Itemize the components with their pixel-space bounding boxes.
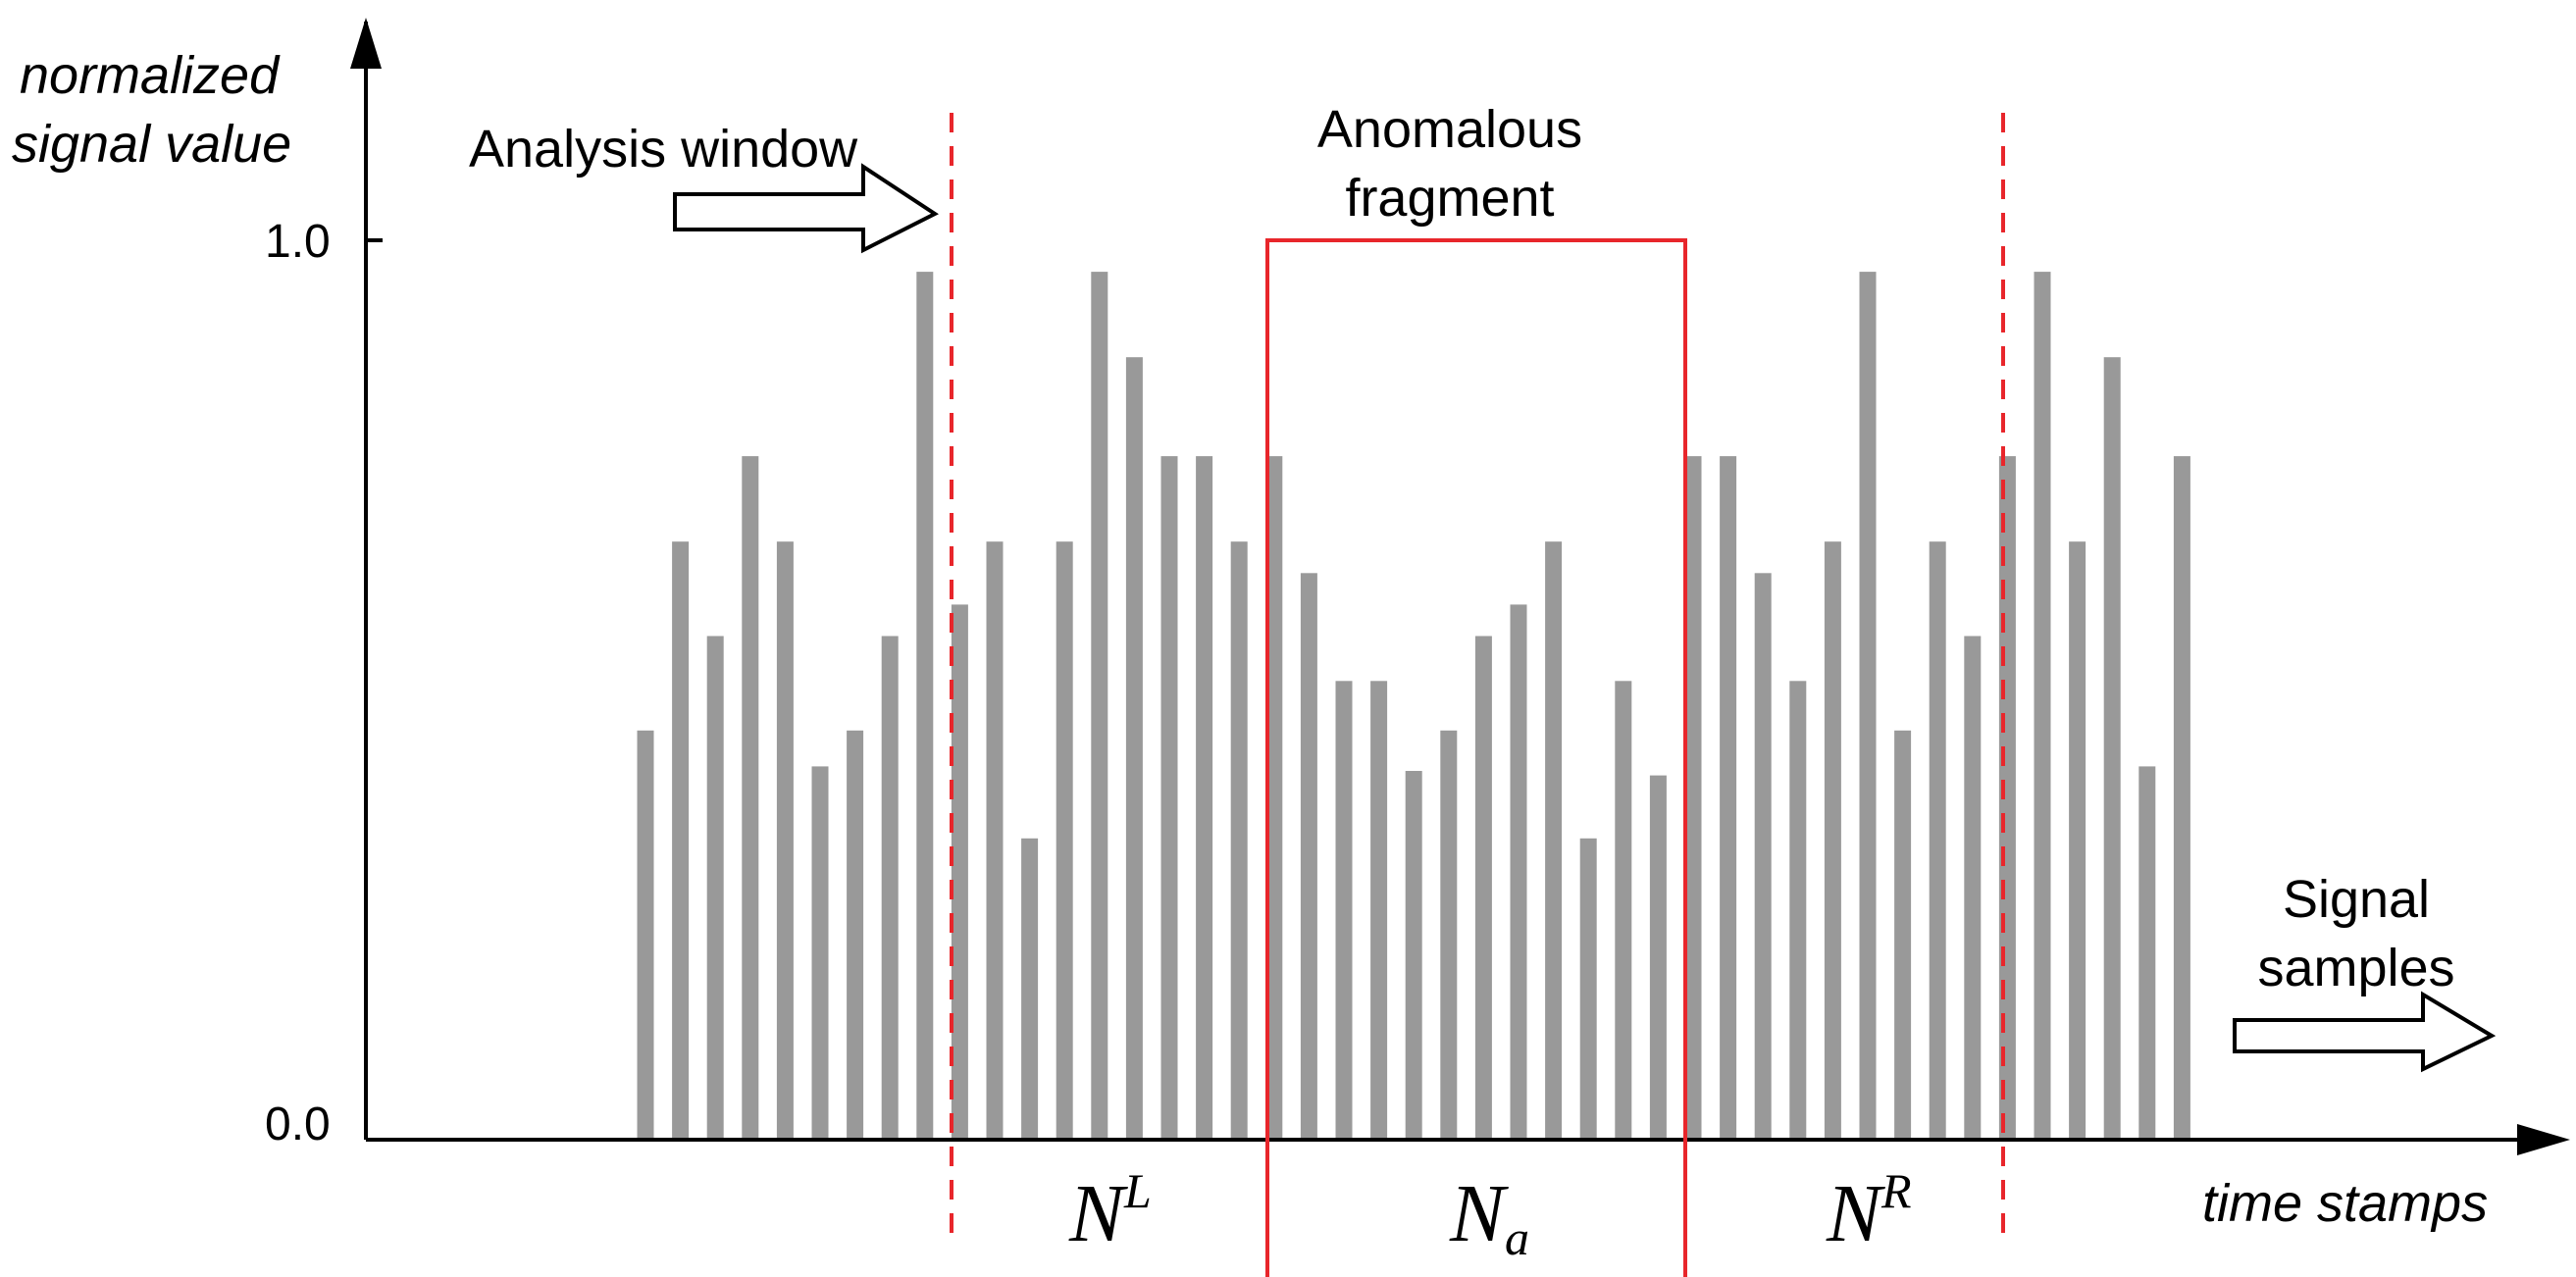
signal-bar xyxy=(1300,573,1317,1140)
signal-bar xyxy=(811,766,829,1140)
signal-bar xyxy=(776,541,794,1140)
signal-bar xyxy=(1754,573,1772,1140)
signal-bar xyxy=(2138,766,2156,1140)
signal-bar xyxy=(847,730,864,1140)
anomalous-fragment-box xyxy=(1265,238,1687,1277)
anomalous-fragment-label-line2: fragment xyxy=(1345,169,1554,228)
y-axis-label-line1: normalized xyxy=(20,46,281,105)
signal-bar xyxy=(637,730,654,1140)
signal-bar xyxy=(2034,272,2051,1141)
signal-bar xyxy=(986,541,1004,1140)
signal-bar xyxy=(1160,456,1178,1141)
signal-bar xyxy=(1649,775,1667,1140)
signal-bar xyxy=(881,636,899,1140)
signal-bar xyxy=(1056,541,1073,1140)
signal-bar xyxy=(706,636,724,1140)
x-axis-label: time stamps xyxy=(2202,1174,2488,1233)
signal-bar xyxy=(2103,357,2121,1140)
analysis-window-label: Analysis window xyxy=(469,120,858,179)
bar-series xyxy=(637,272,2190,1141)
signal-bar xyxy=(1684,456,1702,1141)
signal-bar xyxy=(742,456,759,1141)
signal-bar xyxy=(1125,357,1143,1140)
y-tick-label-min: 0.0 xyxy=(265,1098,331,1150)
signal-bar xyxy=(1196,456,1213,1141)
signal-bar xyxy=(1859,272,1877,1141)
signal-bar xyxy=(2069,541,2087,1140)
signal-bar xyxy=(1720,456,1737,1141)
signal-bar xyxy=(1335,681,1353,1140)
region-label-left: NL xyxy=(1068,1163,1152,1259)
y-axis-label-line2: signal value xyxy=(12,115,291,174)
signal-bar xyxy=(951,604,968,1140)
signal-bar xyxy=(1230,541,1248,1140)
signal-bar xyxy=(1824,541,1841,1140)
signal-bar xyxy=(1545,541,1563,1140)
signal-bar xyxy=(1091,272,1108,1141)
signal-bar xyxy=(1929,541,1946,1140)
signal-bar xyxy=(1405,771,1422,1140)
signal-samples-label-line2: samples xyxy=(2257,939,2454,997)
signal-bar xyxy=(1894,730,1912,1140)
anomalous-fragment-label-line1: Anomalous xyxy=(1317,100,1582,159)
signal-bar xyxy=(1474,636,1492,1140)
signal-bar xyxy=(1370,681,1388,1140)
signal-bar xyxy=(1440,730,1458,1140)
signal-bar xyxy=(1789,681,1807,1140)
signal-samples-arrow-icon xyxy=(2233,991,2497,1073)
signal-bar xyxy=(1021,838,1039,1140)
signal-samples-label-line1: Signal xyxy=(2283,870,2430,929)
analysis-window-arrow-icon xyxy=(673,163,939,254)
y-axis-arrowhead xyxy=(350,18,382,69)
y-tick-label-max: 1.0 xyxy=(265,216,331,268)
signal-bar xyxy=(1964,636,1982,1140)
x-axis-arrowhead xyxy=(2517,1124,2570,1155)
region-label-anomalous: Na xyxy=(1449,1168,1529,1265)
signal-bar xyxy=(672,541,690,1140)
region-label-right: NR xyxy=(1826,1163,1912,1259)
signal-bar xyxy=(1265,456,1283,1141)
signal-bar xyxy=(1510,604,1527,1140)
signal-bar xyxy=(916,272,934,1141)
signal-bar xyxy=(1615,681,1632,1140)
signal-bar xyxy=(1579,838,1597,1140)
signal-bar xyxy=(2173,456,2190,1141)
